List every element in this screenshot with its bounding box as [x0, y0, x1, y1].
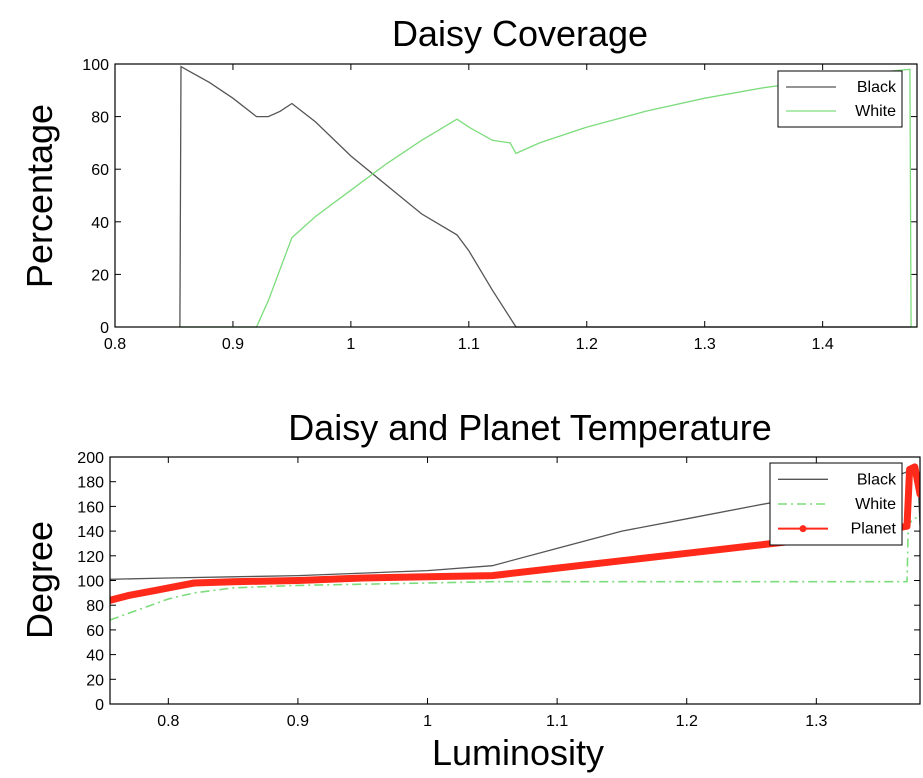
legend-marker — [799, 525, 807, 533]
x-tick-label: 1.4 — [812, 336, 834, 353]
daisy-coverage-chart: Daisy Coverage Percentage 0.8 0.9 1 1.1 1.2 1… — [19, 13, 918, 353]
y-axis-label: Degree — [19, 521, 60, 639]
y-tick-label: 200 — [77, 450, 104, 467]
x-tick-label: 0.9 — [287, 713, 309, 730]
x-tick-label: 1 — [423, 713, 432, 730]
data-point-planet — [489, 572, 496, 579]
y-tick-label: 100 — [77, 574, 104, 591]
y-tick-label: 80 — [86, 598, 104, 615]
y-tick-label: 80 — [91, 110, 109, 127]
data-point-planet — [126, 592, 133, 599]
x-tick-label: 0.8 — [104, 336, 126, 353]
legend-label-black: Black — [857, 79, 897, 96]
legend-box — [777, 70, 903, 128]
y-tick-label: 60 — [91, 162, 109, 179]
y-tick-label: 0 — [100, 320, 109, 337]
y-tick-label: 120 — [77, 549, 104, 566]
y-tick-label: 40 — [91, 215, 109, 232]
legend-label-black: Black — [857, 471, 897, 488]
y-tick-label: 180 — [77, 475, 104, 492]
data-point-planet — [294, 577, 302, 584]
plot-area — [109, 456, 921, 705]
data-point-planet — [229, 578, 237, 585]
x-axis-label: Luminosity — [432, 732, 604, 773]
data-point-planet — [748, 542, 755, 550]
x-tick-label: 0.9 — [222, 336, 244, 353]
x-tick-label: 1 — [346, 336, 355, 353]
axis-ticks: 0.8 0.9 1 1.1 1.2 1.3 1.4 0 20 40 60 80 100 — [82, 57, 917, 353]
series-line-white — [110, 515, 920, 621]
y-tick-label: 100 — [82, 57, 109, 74]
data-point-planet — [683, 550, 690, 557]
data-point-planet — [553, 564, 561, 572]
legend-label-white: White — [855, 496, 896, 513]
y-tick-label: 20 — [91, 267, 109, 284]
y-axis-label: Percentage — [19, 104, 60, 288]
y-tick-label: 140 — [77, 524, 104, 541]
daisy-planet-temperature-chart: Daisy and Planet Temperature Degree Lumi… — [19, 407, 921, 773]
legend: Black White Planet — [769, 462, 903, 546]
data-point-planet — [359, 574, 366, 582]
data-point-planet — [618, 557, 626, 564]
data-point-planet — [903, 523, 911, 530]
data-point-planet — [178, 582, 185, 589]
x-tick-label: 1.2 — [676, 713, 698, 730]
x-tick-label: 0.8 — [157, 713, 179, 730]
legend-label-planet: Planet — [851, 521, 897, 538]
y-tick-label: 60 — [86, 623, 104, 640]
data-point-planet — [152, 587, 159, 594]
y-tick-label: 20 — [86, 672, 104, 689]
y-tick-label: 0 — [95, 697, 104, 714]
x-tick-label: 1.1 — [546, 713, 568, 730]
chart-title: Daisy and Planet Temperature — [288, 407, 772, 448]
x-tick-label: 1.1 — [458, 336, 480, 353]
y-tick-label: 40 — [86, 648, 104, 665]
chart-title: Daisy Coverage — [392, 13, 648, 54]
y-tick-label: 160 — [77, 499, 104, 516]
axis-ticks: 0.8 0.9 1 1.1 1.2 1.3 0 20 40 60 80 100 120 140 160 180… — [77, 450, 920, 730]
data-point-planet — [906, 466, 913, 473]
data-point-planet — [911, 463, 918, 471]
x-tick-label: 1.3 — [805, 713, 827, 730]
x-tick-label: 1.3 — [694, 336, 716, 353]
data-point-planet — [424, 573, 431, 580]
data-point-planet — [191, 579, 198, 587]
x-tick-label: 1.2 — [576, 336, 598, 353]
data-point-planet — [110, 597, 114, 604]
data-point-planet — [916, 490, 920, 498]
legend: Black White — [777, 70, 903, 128]
legend-label-white: White — [855, 103, 896, 120]
plot-area — [114, 63, 918, 328]
